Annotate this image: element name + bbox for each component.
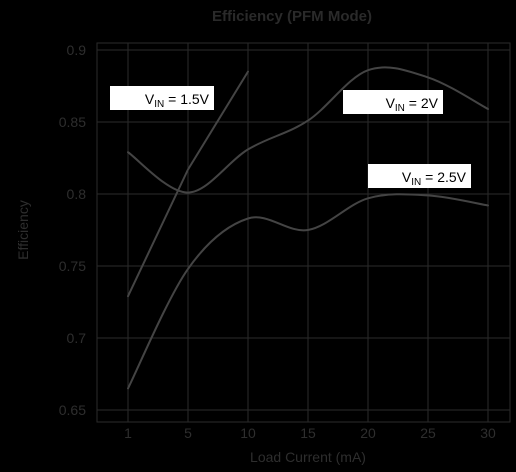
y-tick-label: 0.85 <box>59 114 86 130</box>
series-label-box <box>110 86 214 110</box>
series-labels: VIN = 1.5V VIN = 2V VIN = 2.5V <box>110 86 471 188</box>
series-label-vin-1-5v: VIN = 1.5V <box>110 86 214 110</box>
series-label-vin-2v: VIN = 2V <box>343 90 443 114</box>
x-tick-labels: 1 5 10 15 20 25 30 <box>124 425 496 441</box>
y-axis-label: Efficiency <box>15 200 31 260</box>
x-tick-label: 5 <box>184 425 192 441</box>
series-line-vin-1-5v <box>127 70 249 298</box>
y-tick-label: 0.65 <box>59 402 86 418</box>
x-tick-label: 1 <box>124 425 132 441</box>
x-tick-label: 25 <box>420 425 436 441</box>
series-lines <box>127 66 489 390</box>
series-line-vin-2v <box>127 66 489 194</box>
x-tick-label: 20 <box>360 425 376 441</box>
series-label-text: VIN = 1.5V <box>145 91 210 110</box>
plot-frame <box>96 42 511 423</box>
series-label-text: VIN = 2.5V <box>402 169 467 188</box>
y-tick-label: 0.7 <box>67 330 87 346</box>
series-label-box <box>368 164 471 188</box>
series-label-box <box>343 90 443 114</box>
x-axis-label: Load Current (mA) <box>250 449 366 465</box>
grid-lines <box>97 43 510 422</box>
series-label-vin-2-5v: VIN = 2.5V <box>368 164 471 188</box>
y-tick-labels: 0.9 0.85 0.8 0.75 0.7 0.65 <box>59 42 86 418</box>
series-label-text: VIN = 2V <box>386 95 439 114</box>
x-tick-label: 10 <box>240 425 256 441</box>
y-tick-label: 0.8 <box>67 186 87 202</box>
y-tick-label: 0.75 <box>59 258 86 274</box>
x-tick-label: 30 <box>480 425 496 441</box>
x-tick-label: 15 <box>300 425 316 441</box>
chart-title: Efficiency (PFM Mode) <box>212 8 372 25</box>
y-tick-label: 0.9 <box>67 42 87 58</box>
series-line-vin-2-5v <box>127 193 489 390</box>
